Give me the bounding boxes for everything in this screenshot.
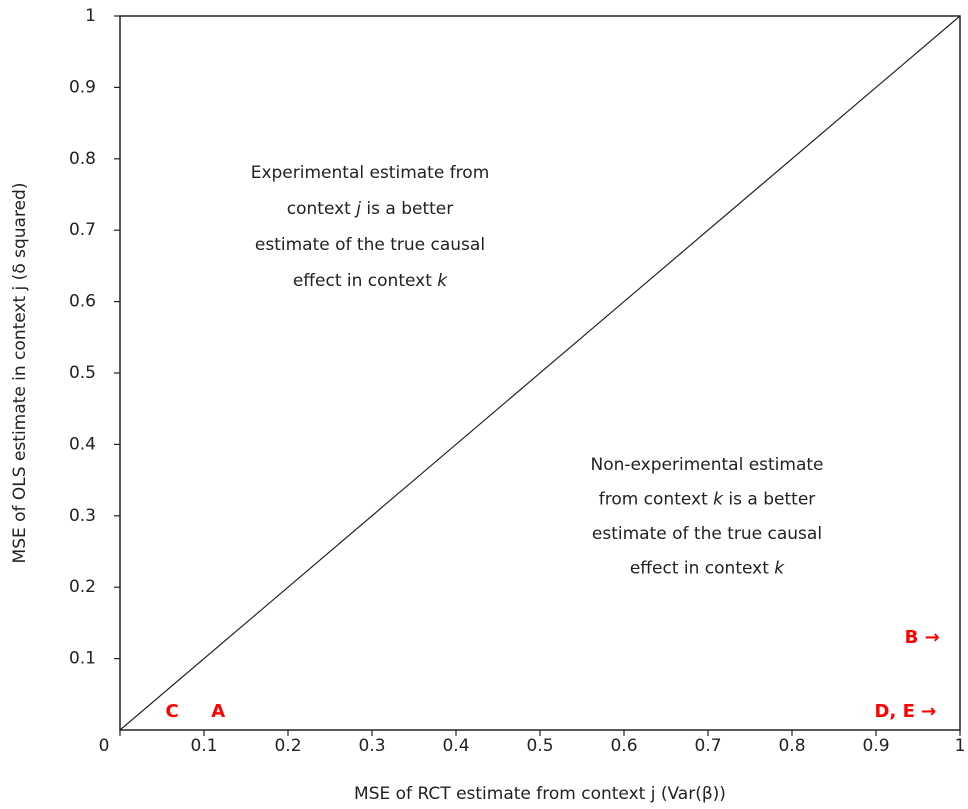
x-tick-label: 0.9 [862,736,889,756]
y-tick-label: 0.2 [69,577,96,597]
x-tick-label: 0.5 [526,736,553,756]
x-axis-label: MSE of RCT estimate from context j (Var(… [354,784,726,804]
y-tick-label: 0.3 [69,506,96,526]
annotation-text: j [354,199,361,219]
y-tick-label: 0.8 [69,149,96,169]
annotation-line: estimate of the true causal [592,524,822,544]
point-label: B → [905,627,940,648]
annotation-line: effect in context k [293,271,448,291]
x-tick-label: 0.8 [778,736,805,756]
point-label: A [211,701,225,722]
y-tick-label: 1 [85,6,96,26]
annotation-text: k [437,271,448,291]
annotation-text: estimate of the true causal [592,524,822,544]
annotation-line: from context k is a better [599,490,816,510]
diagonal-line [119,15,961,731]
x-tick-label: 0 [99,736,110,756]
x-tick-label: 0.1 [190,736,217,756]
annotation-line: Non-experimental estimate [590,455,823,475]
annotation-text: Non-experimental estimate [590,455,823,475]
annotation-text: Experimental estimate from [251,163,490,183]
annotation-text: k [774,559,785,579]
annotation-text: effect in context [293,271,437,291]
y-tick-label: 0.9 [69,77,96,97]
annotation-text: context [287,199,356,219]
annotation-text: k [713,490,724,510]
annotation-line: estimate of the true causal [255,235,485,255]
annotation-text: is a better [723,490,815,510]
y-tick-label: 0.6 [69,292,96,312]
annotation-text: is a better [361,199,453,219]
y-axis-label: MSE of OLS estimate in context j (δ squa… [10,183,30,564]
x-tick-label: 0.4 [442,736,469,756]
y-tick-label: 0.7 [69,220,96,240]
annotation-text: from context [599,490,713,510]
x-tick-label: 0.6 [610,736,637,756]
x-tick-label: 0.7 [694,736,721,756]
annotation-text: effect in context [630,559,774,579]
annotation-text: estimate of the true causal [255,235,485,255]
y-tick-label: 0.5 [69,363,96,383]
x-tick-label: 1 [955,736,966,756]
x-tick-label: 0.2 [274,736,301,756]
annotation-line: context j is a better [287,199,453,219]
y-tick-label: 0.4 [69,434,96,454]
point-label: D, E → [875,701,937,722]
annotation-line: effect in context k [630,559,785,579]
point-label: C [165,701,178,722]
x-tick-label: 0.3 [358,736,385,756]
annotation-line: Experimental estimate from [251,163,490,183]
y-tick-label: 0.1 [69,649,96,669]
